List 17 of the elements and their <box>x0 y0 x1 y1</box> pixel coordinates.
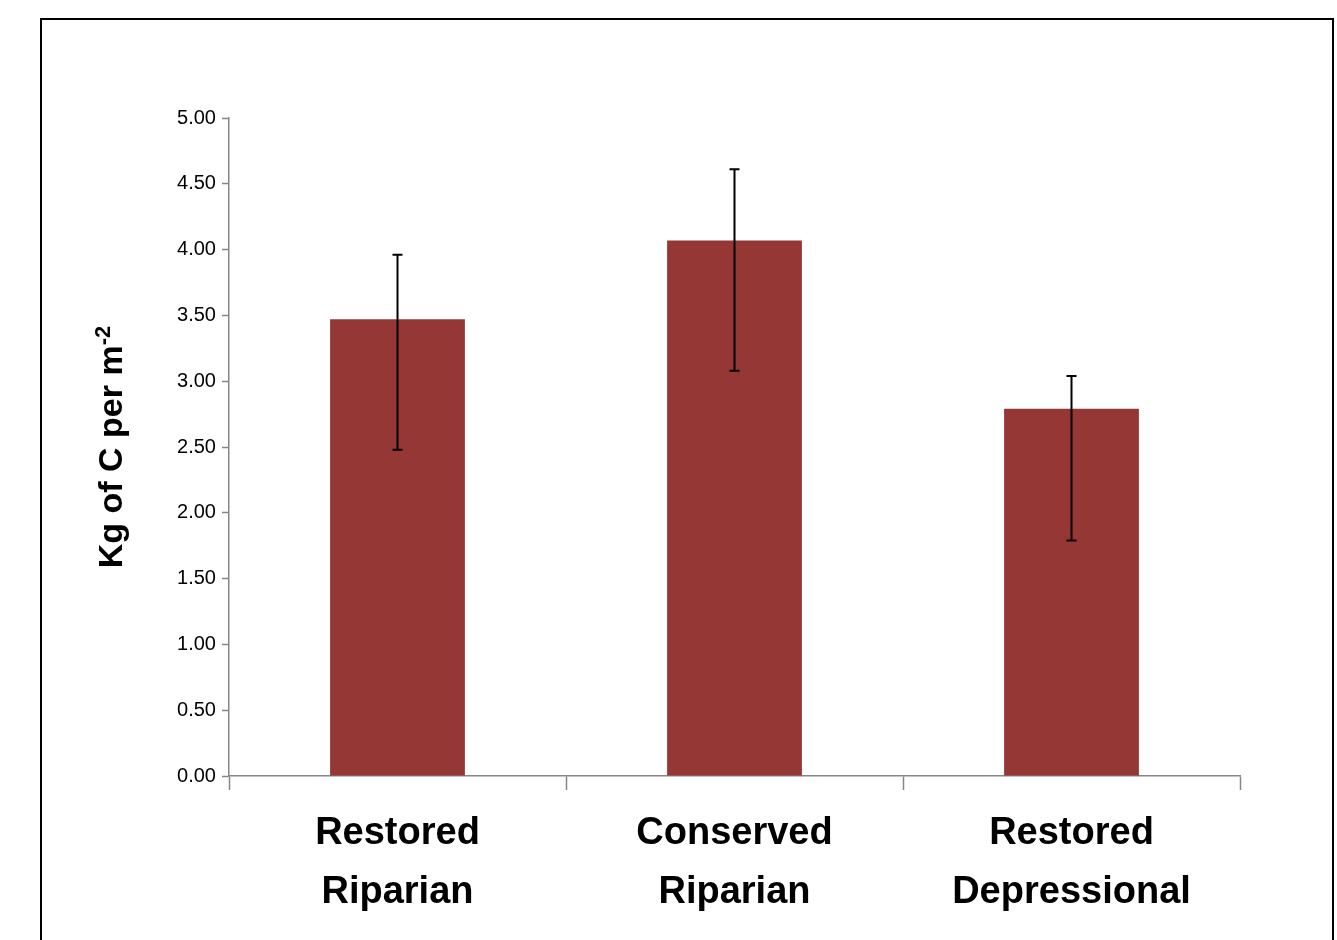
y-tick-label: 0.00 <box>177 763 216 786</box>
x-tick-label: Restored Riparian <box>315 809 480 911</box>
y-tick-label: 5.00 <box>177 105 216 128</box>
y-tick-label: 4.00 <box>177 237 216 260</box>
y-tick-label: 3.50 <box>177 302 216 325</box>
y-tick-label: 1.00 <box>177 631 216 654</box>
y-tick-label: 1.50 <box>177 566 216 589</box>
bar <box>667 240 802 776</box>
y-tick-label: 0.50 <box>177 697 216 720</box>
x-tick-label: Conserved Riparian <box>636 809 833 911</box>
x-tick-label: Restored Depressional <box>952 809 1191 911</box>
bar <box>330 319 465 776</box>
y-tick-label: 2.00 <box>177 500 216 523</box>
bar <box>1004 408 1139 776</box>
y-tick-label: 4.50 <box>177 171 216 194</box>
y-tick-label: 2.50 <box>177 434 216 457</box>
y-tick-label: 3.00 <box>177 368 216 391</box>
